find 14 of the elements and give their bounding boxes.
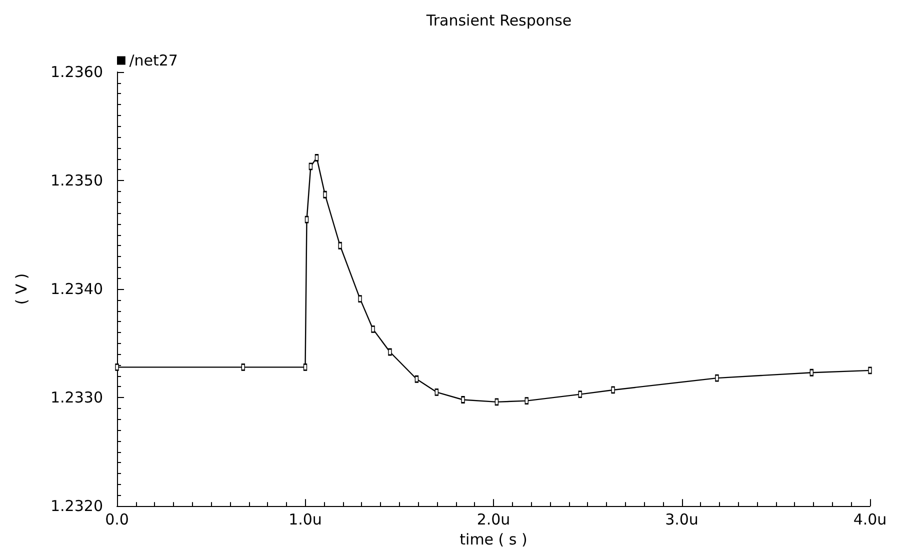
y-tick-label: 1.2330 — [50, 388, 103, 407]
legend-label: /net27 — [129, 52, 178, 70]
x-tick-label: 4.0u — [853, 510, 887, 529]
y-tick-label: 1.2320 — [50, 497, 103, 516]
x-tick-label: 1.0u — [288, 510, 322, 529]
y-tick-label: 1.2360 — [50, 63, 103, 81]
x-tick-label: 0.0 — [105, 510, 129, 529]
y-tick-label: 1.2350 — [50, 172, 103, 190]
y-tick-label: 1.2340 — [50, 280, 103, 298]
chart-title: Transient Response — [425, 12, 572, 30]
y-axis-title: ( V ) — [12, 273, 30, 305]
x-tick-label: 3.0u — [665, 510, 698, 529]
x-axis-title: time ( s ) — [460, 530, 528, 548]
x-tick-label: 2.0u — [476, 510, 510, 529]
